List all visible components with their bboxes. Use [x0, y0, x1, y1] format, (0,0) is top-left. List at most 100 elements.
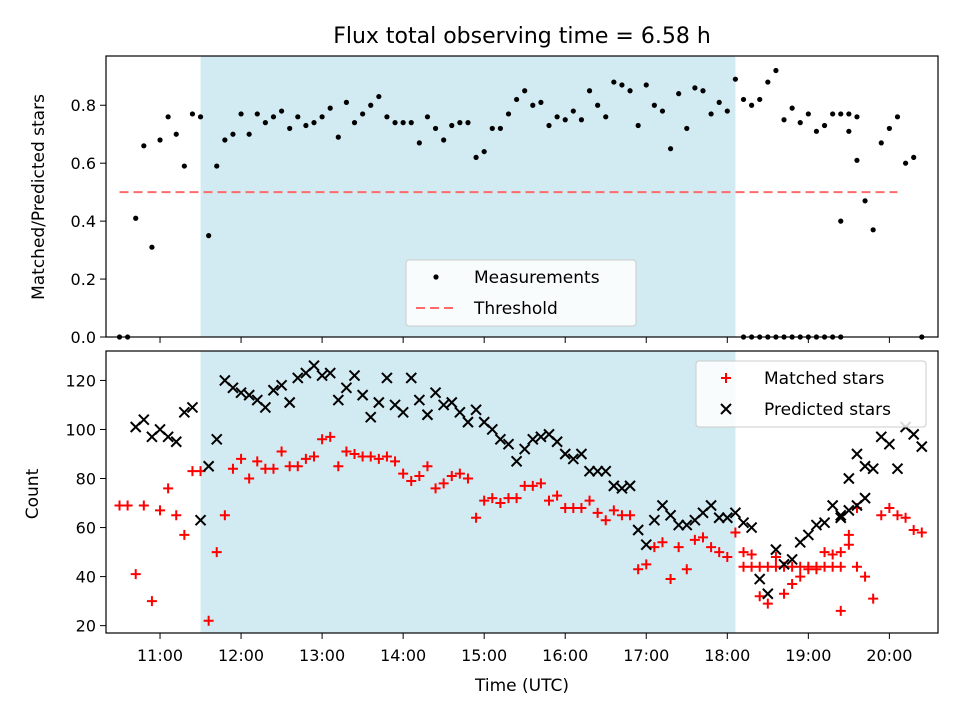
data-point: [575, 448, 588, 460]
data-point: [559, 448, 571, 460]
data-point: [462, 416, 474, 428]
data-point: [821, 122, 828, 129]
data-point: [603, 114, 609, 120]
data-point: [376, 93, 382, 100]
x-tick-label: 11:00: [137, 646, 183, 665]
data-point: [505, 111, 512, 117]
data-point: [155, 505, 166, 516]
data-point: [714, 547, 725, 558]
data-point: [681, 519, 693, 531]
data-point: [278, 108, 285, 114]
y-tick-label: 0.2: [71, 270, 96, 289]
data-point: [544, 495, 555, 506]
data-point: [765, 79, 771, 85]
data-point: [778, 558, 790, 571]
data-point: [163, 483, 174, 494]
data-point: [567, 453, 580, 465]
data-point: [894, 114, 901, 120]
x-tick-label: 12:00: [218, 646, 264, 665]
data-point: [552, 490, 563, 501]
y-tick-label: 0.6: [71, 154, 96, 173]
data-point: [287, 125, 293, 132]
data-point: [270, 114, 277, 120]
data-point: [770, 543, 782, 556]
data-point: [749, 102, 755, 108]
data-point: [197, 114, 204, 120]
data-point: [846, 128, 852, 134]
y-tick-label: 80: [76, 470, 96, 489]
data-point: [867, 462, 879, 475]
data-point: [708, 111, 714, 117]
data-point: [624, 480, 636, 492]
data-point: [656, 499, 669, 512]
y-tick-label: 120: [65, 371, 96, 390]
data-point: [429, 386, 442, 399]
data-point: [333, 461, 344, 472]
data-point: [664, 509, 677, 522]
data-point: [562, 117, 568, 123]
data-point: [122, 500, 133, 511]
data-point: [586, 88, 593, 94]
data-point: [757, 96, 763, 103]
data-point: [713, 512, 725, 524]
data-point: [368, 102, 374, 108]
data-point: [243, 389, 255, 401]
data-point: [309, 451, 319, 462]
data-point: [406, 475, 417, 486]
data-point: [457, 120, 463, 126]
data-point: [740, 96, 747, 103]
data-point: [446, 471, 457, 482]
data-point: [446, 396, 458, 409]
data-point: [611, 79, 617, 85]
data-point: [648, 514, 661, 526]
data-point: [259, 401, 272, 414]
data-point: [398, 468, 409, 479]
data-point: [732, 76, 739, 82]
data-point: [870, 227, 876, 233]
data-point: [730, 527, 741, 538]
axes-frame: [105, 55, 939, 338]
data-point: [846, 111, 852, 117]
data-point: [502, 438, 515, 450]
data-point: [495, 498, 506, 509]
data-point: [835, 509, 847, 522]
data-point: [721, 512, 734, 524]
data-point: [133, 215, 139, 221]
data-point: [432, 125, 439, 132]
data-point: [365, 411, 377, 423]
data-point: [891, 462, 904, 475]
y-tick-label: 0.4: [71, 212, 96, 231]
data-point: [876, 510, 887, 521]
legend-marker: [720, 403, 732, 415]
data-point: [165, 114, 171, 120]
y-tick-label: 40: [76, 568, 96, 587]
data-point: [762, 598, 773, 609]
observing-span: [200, 351, 736, 633]
data-point: [859, 492, 871, 504]
data-point: [202, 460, 215, 472]
data-point: [737, 516, 750, 529]
data-point: [754, 573, 766, 585]
data-point: [862, 198, 868, 204]
data-point: [722, 551, 733, 562]
data-point: [206, 233, 212, 239]
data-point: [481, 148, 487, 155]
plot-area: 0.0 0.2 0.4 0.6 0.8 Measurements Threshold 20 40…: [65, 55, 939, 665]
data-point: [348, 369, 361, 382]
data-point: [697, 532, 708, 543]
legend-marker: [721, 373, 731, 383]
data-point: [295, 114, 301, 120]
data-point: [786, 553, 798, 566]
data-point: [511, 493, 522, 504]
data-point: [421, 409, 434, 421]
data-point: [487, 493, 498, 504]
data-point: [351, 120, 358, 126]
data-point: [535, 431, 547, 443]
data-point: [591, 465, 604, 477]
data-point: [665, 574, 676, 585]
data-point: [570, 108, 576, 114]
data-point: [595, 102, 601, 108]
data-point: [332, 394, 345, 406]
data-point: [608, 505, 619, 516]
data-point: [316, 369, 328, 382]
